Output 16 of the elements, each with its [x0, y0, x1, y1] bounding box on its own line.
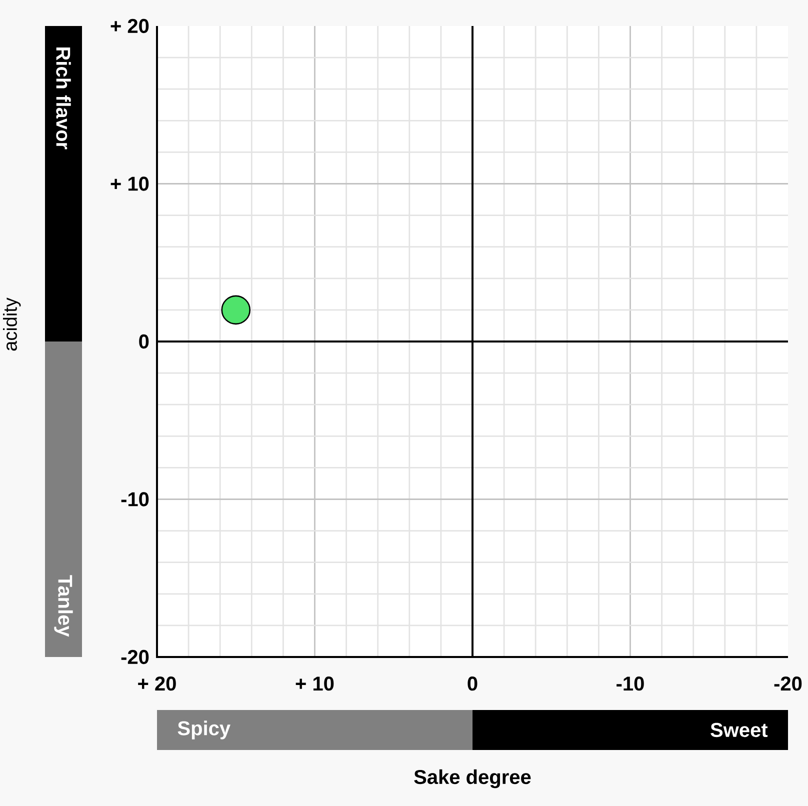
y-tick-label: + 10 — [110, 176, 149, 191]
y-tick-label: + 20 — [110, 18, 149, 34]
y-tick-label: -10 — [121, 492, 149, 506]
x-tick-label: + 20 — [138, 676, 176, 691]
x-tick-label: -10 — [616, 676, 644, 691]
x-tick-label: 0 — [468, 676, 478, 691]
y-tick-label: 0 — [139, 334, 149, 349]
x-tick-label: -20 — [774, 676, 802, 691]
text: Tanley — [54, 575, 73, 637]
text: Spicy — [178, 720, 230, 740]
y-tick-label: -20 — [121, 650, 149, 664]
y-axis-title: acidity — [3, 298, 21, 351]
text: Sweet — [710, 722, 768, 738]
x-axis-title: Sake degree — [414, 769, 531, 788]
text: Rich flavor — [56, 48, 71, 150]
x-tick-label: + 10 — [296, 676, 334, 691]
